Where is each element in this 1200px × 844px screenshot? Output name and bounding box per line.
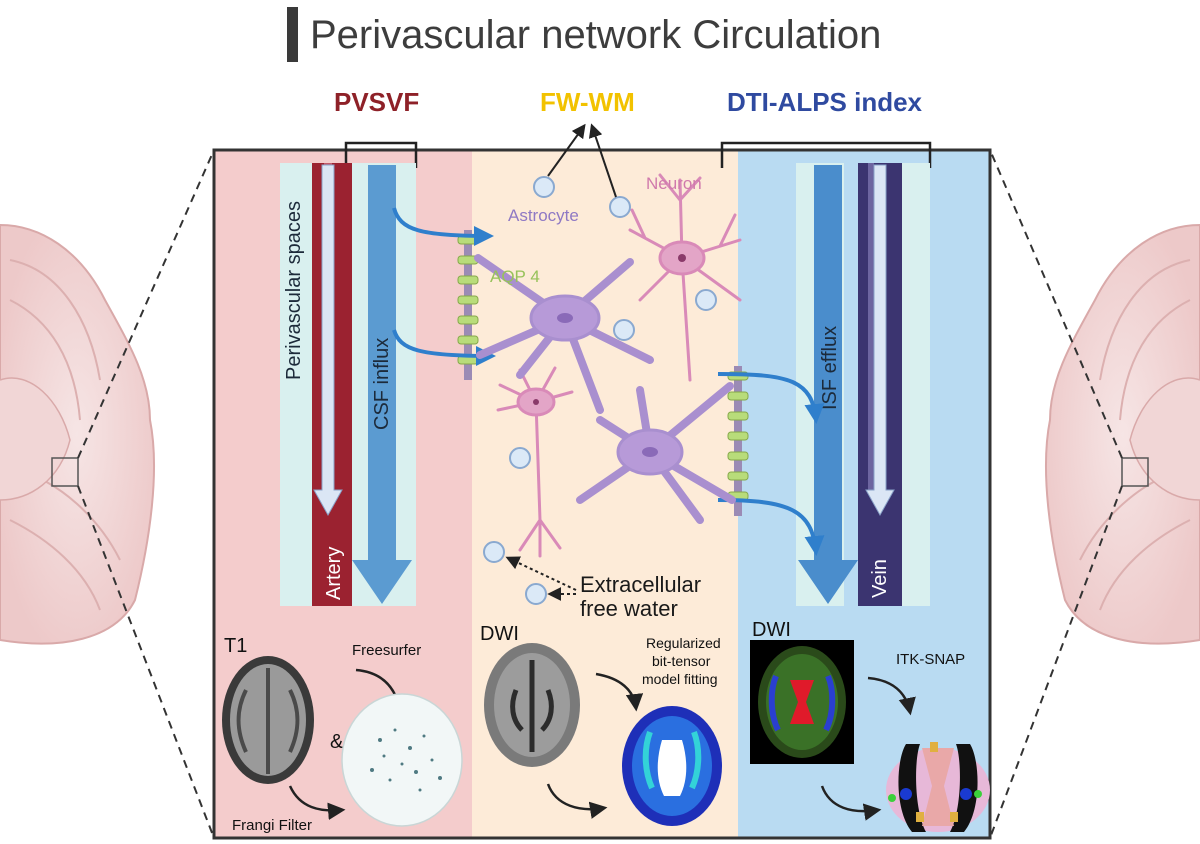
- frangi-arrow: [288, 785, 346, 820]
- vein-space-right: [902, 163, 930, 606]
- vein-label: Vein: [869, 559, 891, 598]
- dwi-label-right: DWI: [752, 619, 791, 641]
- neuron-cell: [628, 173, 742, 382]
- astrocyte-cell-lower: [576, 382, 736, 524]
- isf-efflux-arrow: [798, 165, 858, 604]
- perivascular-down-arrow: [313, 164, 343, 517]
- zoom-line-right-bottom: [989, 485, 1123, 839]
- isf-efflux-label: ISF efflux: [819, 326, 841, 410]
- free-water-map-image: [622, 706, 722, 826]
- dtialps-header: DTI-ALPS index: [727, 87, 923, 117]
- vein-down-arrow: [865, 164, 895, 517]
- pvsvf-bracket: [344, 141, 418, 168]
- dti-to-roi-arrow: [820, 785, 882, 821]
- fitting-label-line2: bit-tensor: [652, 653, 711, 669]
- itk-snap-label: ITK-SNAP: [896, 651, 965, 668]
- dwi-label-middle: DWI: [480, 623, 519, 645]
- fwwm-arrow-astrocyte: [547, 123, 586, 177]
- free-water-molecules: [483, 176, 717, 605]
- t1-label: T1: [224, 635, 247, 657]
- dtialps-bracket: [720, 141, 932, 168]
- dti-color-map-image: [750, 640, 854, 764]
- csf-influx-arrow: [352, 165, 412, 604]
- free-water-pointer-1: [505, 556, 577, 591]
- pvsvf-header: PVSVF: [334, 87, 419, 117]
- extracellular-label-line2: free water: [580, 596, 678, 621]
- small-neuron-cell: [496, 366, 574, 558]
- perivascular-spaces-label: Perivascular spaces: [283, 201, 305, 380]
- dwi-to-fw-arrow: [546, 783, 608, 819]
- freesurfer-label: Freesurfer: [352, 642, 421, 659]
- frangi-filter-label: Frangi Filter: [232, 817, 312, 834]
- isf-outflow-arrow-bottom: [717, 498, 825, 556]
- csf-inflow-arrow-top: [392, 207, 494, 246]
- right-brain-slice: [1044, 223, 1200, 645]
- right-zoom-box: [1121, 457, 1149, 487]
- roi-segmentation-image: [886, 742, 990, 832]
- neuron-label: Neuron: [646, 174, 702, 193]
- astrocyte-label: Astrocyte: [508, 206, 579, 225]
- dwi-gray-brain-image: [484, 643, 580, 767]
- pvs-segmentation-image: [341, 693, 463, 827]
- main-frame: [212, 148, 992, 840]
- itk-snap-arrow: [867, 676, 916, 716]
- aqp4-label: AQP 4: [490, 267, 540, 286]
- perivascular-space-left: [280, 163, 312, 606]
- artery-label: Artery: [323, 547, 345, 600]
- fwwm-arrow-neuron: [588, 123, 617, 198]
- csf-influx-label: CSF influx: [371, 338, 393, 430]
- extracellular-label-line1: Extracellular: [580, 572, 701, 597]
- t1-brain-image: [222, 656, 314, 784]
- left-brain-slice: [0, 223, 156, 645]
- figure-title: Perivascular network Circulation: [310, 13, 881, 57]
- title-bar-marker: [287, 7, 298, 62]
- zoom-line-left-bottom: [77, 485, 215, 839]
- csf-inflow-arrow-bottom: [392, 329, 496, 366]
- astrocyte-cell-upper: [474, 254, 654, 414]
- fitting-label-line3: model fitting: [642, 671, 717, 687]
- fitting-label-line1: Regularized: [646, 635, 721, 651]
- fitting-arrow: [595, 672, 644, 712]
- ampersand-label: &: [330, 731, 344, 753]
- isf-outflow-arrow-top: [717, 372, 825, 424]
- aqp4-channels-left: [457, 230, 479, 380]
- zoom-line-left-top: [77, 149, 215, 459]
- left-zoom-box: [51, 457, 79, 487]
- fwwm-header: FW-WM: [540, 87, 635, 117]
